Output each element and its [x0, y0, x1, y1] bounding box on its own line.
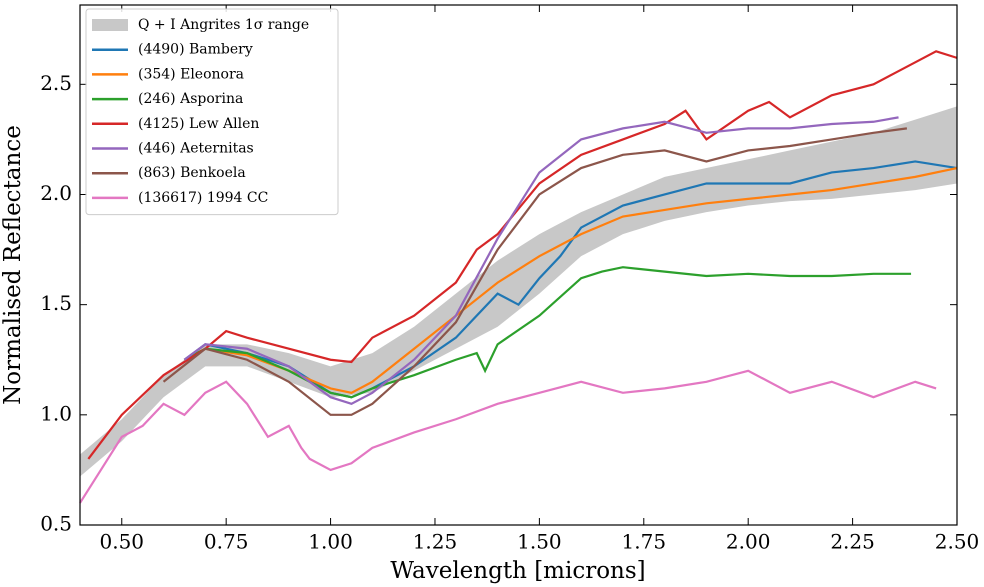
x-tick-label: 2.50	[935, 530, 980, 554]
spectrum-line	[183, 266, 912, 399]
spectrum-line	[162, 127, 908, 416]
legend: Q + I Angrites 1σ range (4490) Bambery (35…	[85, 8, 339, 216]
legend-swatch	[92, 19, 128, 31]
y-tick-label: 1.0	[40, 401, 72, 425]
y-tick-label: 0.5	[40, 512, 72, 536]
x-tick-label: 2.00	[726, 530, 771, 554]
legend-label: Q + I Angrites 1σ range	[138, 17, 309, 33]
x-tick-label: 1.75	[622, 530, 667, 554]
legend-label: (446) Aeternitas	[138, 141, 254, 157]
y-tick-label: 2.0	[40, 181, 72, 205]
legend-label: (863) Benkoela	[138, 165, 246, 181]
x-tick-label: 2.25	[830, 530, 875, 554]
spectrum-line	[87, 50, 958, 460]
y-axis-label: Normalised Reflectance	[0, 125, 26, 405]
x-tick-label: 1.25	[413, 530, 458, 554]
legend-label: (354) Eleonora	[138, 66, 244, 82]
x-tick-label: 0.75	[204, 530, 249, 554]
x-tick-label: 1.50	[517, 530, 562, 554]
spectrum-line	[79, 369, 937, 504]
legend-label: (246) Asporina	[138, 91, 243, 107]
x-tick-label: 0.50	[99, 530, 144, 554]
y-tick-label: 1.5	[40, 291, 72, 315]
x-tick-label: 1.00	[308, 530, 353, 554]
legend-box	[85, 8, 339, 216]
spectrum-line	[183, 116, 899, 406]
y-tick-label: 2.5	[40, 71, 72, 95]
x-axis-label: Wavelength [microns]	[390, 558, 645, 584]
plot-frame	[79, 4, 958, 526]
legend-label: (4125) Lew Allen	[138, 116, 259, 132]
legend-label: (136617) 1994 CC	[138, 190, 268, 206]
legend-label: (4490) Bambery	[138, 42, 253, 58]
